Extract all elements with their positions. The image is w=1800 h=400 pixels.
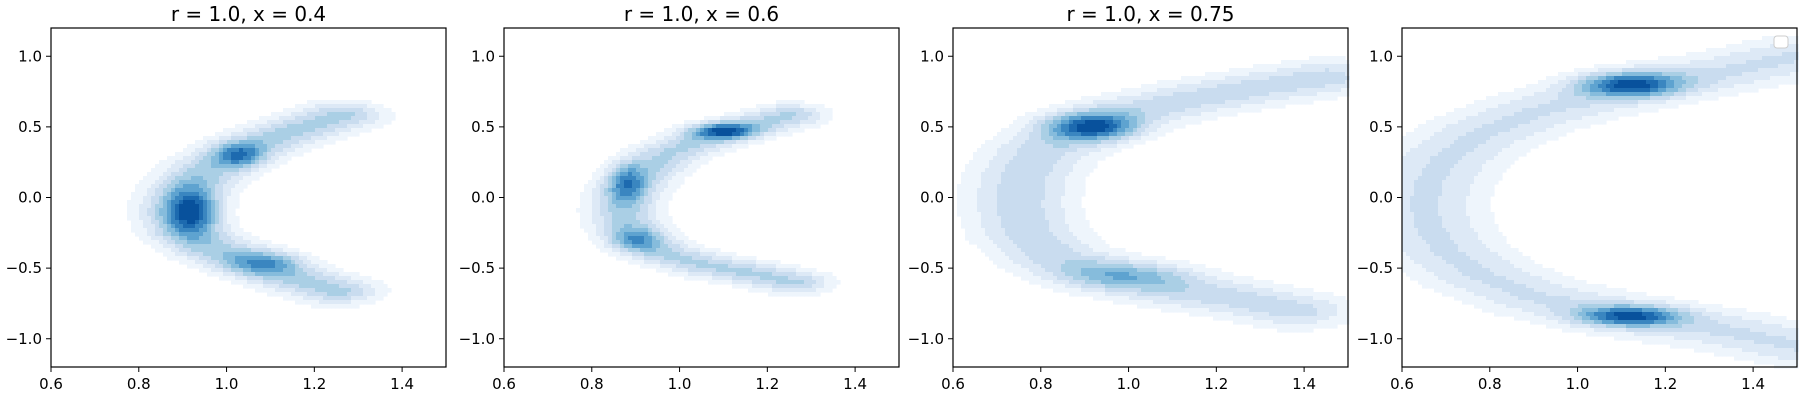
- y-tick-label: 0.5: [920, 118, 944, 136]
- panel-2: 0.6 0.8 1.0 1.2 1.4 −1.0 −0.5 0.0 0.5 1.0 r = 1.0,…: [459, 2, 900, 393]
- x-tick-label: 1.4: [843, 375, 867, 393]
- x-tick-label: 1.0: [1117, 375, 1141, 393]
- legend-box: [1773, 35, 1789, 49]
- x-tick-label: 0.6: [1390, 375, 1414, 393]
- panel-4: 0.6 0.8 1.0 1.2 1.4 −1.0 −0.5 0.0 0.5 1.0: [1357, 27, 1799, 393]
- x-tick-label: 1.0: [215, 375, 239, 393]
- density-contour-fill: [576, 100, 841, 297]
- y-tick-label: −1.0: [1357, 330, 1393, 348]
- chart-title: r = 1.0, x = 0.6: [624, 2, 779, 26]
- chart-title: r = 1.0, x = 0.4: [171, 2, 326, 26]
- y-tick-label: 0.5: [18, 118, 42, 136]
- panel-1: 0.6 0.8 1.0 1.2 1.4 −1.0 −0.5 0.0 0.5 1.0 r = 1.0,…: [6, 2, 447, 393]
- y-tick-label: −0.5: [908, 259, 944, 277]
- density-contour-fill: [957, 56, 1350, 333]
- x-tick-label: 0.6: [941, 375, 965, 393]
- x-tick-label: 0.6: [39, 375, 63, 393]
- x-tick-label: 1.4: [1741, 375, 1765, 393]
- y-tick-label: 1.0: [471, 47, 495, 65]
- y-tick-label: 0.0: [1369, 189, 1393, 207]
- y-tick-label: 1.0: [1369, 47, 1393, 65]
- axes-frame: [503, 27, 900, 368]
- y-tick-label: 0.5: [471, 118, 495, 136]
- x-tick-label: 0.6: [492, 375, 516, 393]
- y-tick-label: 0.0: [920, 189, 944, 207]
- y-tick-label: −0.5: [6, 259, 42, 277]
- x-tick-label: 1.4: [390, 375, 414, 393]
- x-tick-label: 1.2: [302, 375, 326, 393]
- y-tick-label: 1.0: [18, 47, 42, 65]
- y-tick-label: 0.5: [1369, 118, 1393, 136]
- y-tick-label: 0.0: [471, 189, 495, 207]
- y-tick-label: 1.0: [920, 47, 944, 65]
- axes-frame: [50, 27, 447, 368]
- x-tick-label: 0.8: [127, 375, 151, 393]
- y-tick-label: −1.0: [908, 330, 944, 348]
- y-tick-label: −1.0: [459, 330, 495, 348]
- x-tick-label: 0.8: [1029, 375, 1053, 393]
- panel-3: 0.6 0.8 1.0 1.2 1.4 −1.0 −0.5 0.0 0.5 1.0 r = 1.0,…: [908, 2, 1350, 393]
- x-tick-label: 1.2: [1204, 375, 1228, 393]
- x-tick-label: 0.8: [1478, 375, 1502, 393]
- x-tick-label: 1.2: [1653, 375, 1677, 393]
- density-contour-fill: [1402, 36, 1799, 369]
- x-tick-label: 0.8: [580, 375, 604, 393]
- y-tick-label: 0.0: [18, 189, 42, 207]
- y-tick-label: −1.0: [6, 330, 42, 348]
- density-contour-fill: [127, 100, 396, 309]
- chart-title: r = 1.0, x = 0.75: [1066, 2, 1234, 26]
- y-tick-label: −0.5: [1357, 259, 1393, 277]
- x-tick-label: 1.4: [1292, 375, 1316, 393]
- x-tick-label: 1.2: [755, 375, 779, 393]
- x-tick-label: 1.0: [1566, 375, 1590, 393]
- x-tick-label: 1.0: [668, 375, 692, 393]
- y-tick-label: −0.5: [459, 259, 495, 277]
